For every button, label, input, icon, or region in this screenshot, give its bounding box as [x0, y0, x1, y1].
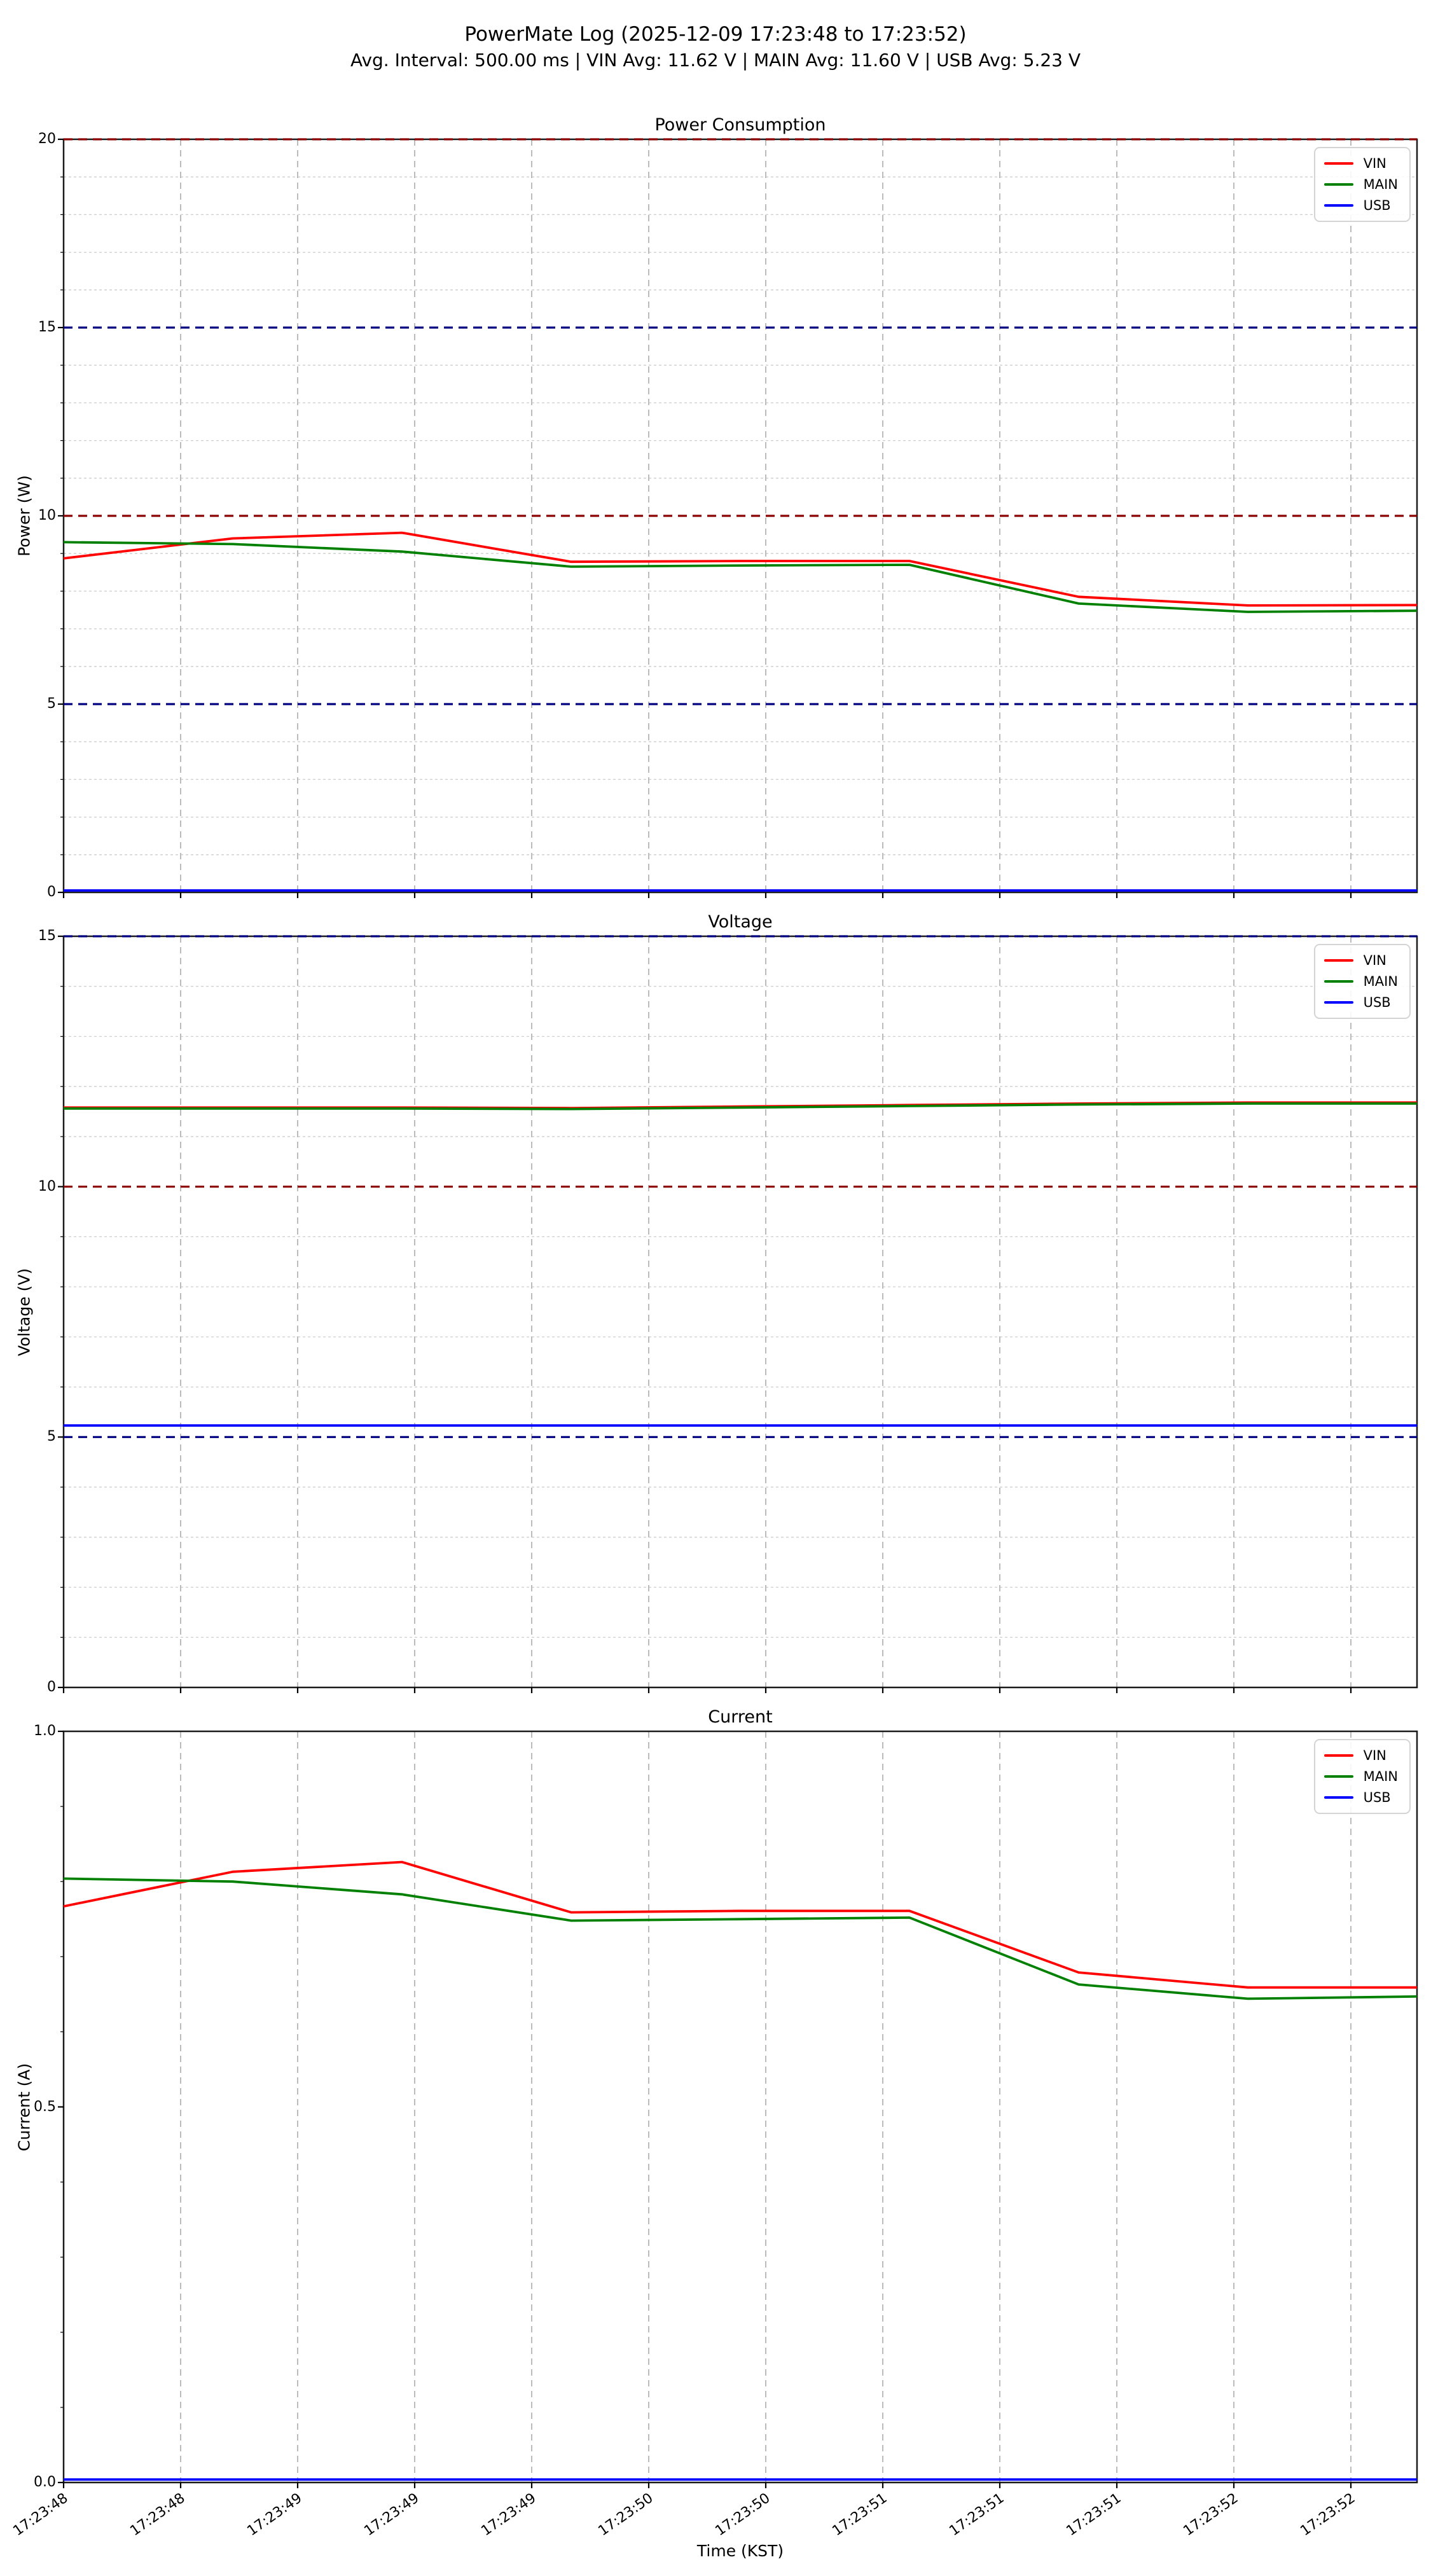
tick-marks: [58, 1730, 1352, 2488]
series-line-main-current: [63, 1877, 1418, 2000]
legend-label: MAIN: [1363, 974, 1398, 989]
legend-line-sample-usb: [1324, 204, 1353, 207]
chart-title-current: Current: [708, 1707, 773, 1727]
legend-line-sample-main: [1324, 183, 1353, 186]
legend-label: USB: [1363, 995, 1391, 1010]
y-axis-label-voltage: Voltage (V): [15, 1268, 34, 1356]
legend-label: USB: [1363, 198, 1391, 213]
chart-title-voltage: Voltage: [708, 912, 773, 932]
legend-voltage: VIN MAIN USB: [1313, 944, 1411, 1019]
legend-item-usb: USB: [1324, 1790, 1398, 1805]
y-tick-label: 20: [38, 131, 56, 147]
y-tick-label: 0.0: [34, 2474, 56, 2490]
y-tick-label: 15: [38, 928, 56, 944]
legend-label: MAIN: [1363, 1769, 1398, 1784]
x-axis-label: Time (KST): [696, 2542, 784, 2560]
series-line-main-power-consumption: [63, 541, 1418, 613]
legend-line-sample-usb: [1324, 1796, 1353, 1799]
legend-label: MAIN: [1363, 177, 1398, 192]
legend-line-sample-main: [1324, 980, 1353, 983]
y-axis-label-power-consumption: Power (W): [15, 475, 34, 557]
plot-box: [62, 935, 1418, 1689]
grid-vertical: [63, 936, 1352, 1687]
legend-item-usb: USB: [1324, 198, 1398, 213]
legend-line-sample-usb: [1324, 1001, 1353, 1004]
y-tick-label: 10: [38, 508, 56, 523]
legend-label: USB: [1363, 1790, 1391, 1805]
tick-marks: [58, 935, 1352, 1693]
series-line-main-voltage: [64, 1102, 1417, 1111]
y-tick-label: 0.5: [34, 2098, 56, 2115]
legend-item-vin: VIN: [1324, 156, 1398, 171]
chart-power-consumption: [58, 138, 1418, 898]
grid-vertical: [63, 139, 1352, 892]
legend-label: VIN: [1363, 156, 1386, 171]
legend-item-main: MAIN: [1324, 1769, 1398, 1784]
legend-line-sample-vin: [1324, 1754, 1353, 1757]
legend-item-main: MAIN: [1324, 974, 1398, 989]
chart-title-power-consumption: Power Consumption: [654, 115, 826, 135]
y-axis-label-current: Current (A): [15, 2063, 34, 2151]
plot-box: [62, 1730, 1418, 2484]
legend-current: VIN MAIN USB: [1313, 1739, 1411, 1814]
y-tick-label: 5: [47, 1429, 56, 1445]
legend-line-sample-vin: [1324, 162, 1353, 165]
series-line-vin-current: [63, 1860, 1417, 1989]
legend-item-vin: VIN: [1324, 1748, 1398, 1763]
y-tick-label: 1.0: [34, 1723, 56, 1739]
y-tick-label: 5: [47, 696, 56, 712]
tick-marks: [58, 138, 1352, 898]
y-tick-label: 15: [38, 319, 56, 335]
legend-item-usb: USB: [1324, 995, 1398, 1010]
figure-subtitle: Avg. Interval: 500.00 ms | VIN Avg: 11.6…: [350, 50, 1081, 71]
grid-minor: [60, 986, 1417, 1638]
legend-label: VIN: [1363, 953, 1386, 968]
legend-item-vin: VIN: [1324, 953, 1398, 968]
y-tick-label: 10: [38, 1178, 56, 1195]
legend-label: VIN: [1363, 1748, 1386, 1763]
y-tick-label: 0: [47, 1679, 56, 1695]
legend-line-sample-vin: [1324, 959, 1353, 962]
legend-power-consumption: VIN MAIN USB: [1313, 147, 1411, 222]
series-line-vin-power-consumption: [63, 531, 1418, 607]
figure-title: PowerMate Log (2025-12-09 17:23:48 to 17…: [464, 23, 967, 46]
legend-item-main: MAIN: [1324, 177, 1398, 192]
legend-line-sample-main: [1324, 1775, 1353, 1778]
chart-voltage: [58, 935, 1418, 1693]
grid-vertical: [63, 1731, 1352, 2483]
y-tick-label: 0: [47, 884, 56, 900]
grid-minor: [60, 176, 1417, 855]
chart-current: [58, 1730, 1418, 2488]
